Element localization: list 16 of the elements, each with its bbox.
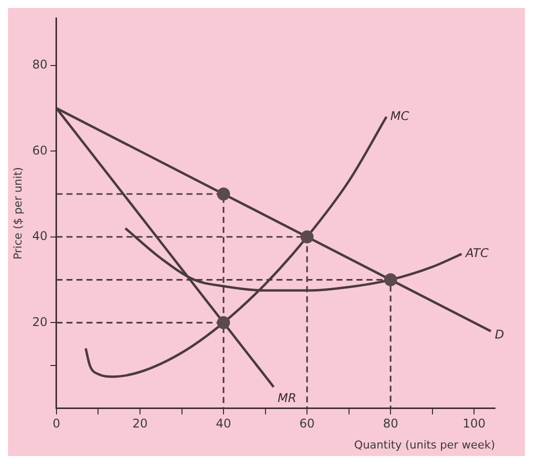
y-tick-label: 60 (32, 143, 48, 158)
y-tick-label: 20 (32, 314, 48, 329)
y-tick-label: 80 (32, 57, 48, 72)
x-tick-label: 60 (299, 416, 315, 431)
series-label: D (494, 327, 504, 342)
x-tick-label: 40 (216, 416, 232, 431)
series-label: ATC (464, 246, 490, 260)
x-tick-label: 80 (382, 416, 398, 431)
y-axis-title: Price ($ per unit) (11, 167, 24, 260)
y-tick-label: 40 (32, 229, 48, 244)
x-tick-label: 20 (132, 416, 148, 431)
x-tick-label: 100 (462, 416, 486, 431)
series-label: MR (278, 391, 296, 406)
x-axis-title: Quantity (units per week) (354, 438, 495, 452)
x-tick-label: 0 (52, 416, 60, 431)
series-label: MC (390, 108, 410, 123)
